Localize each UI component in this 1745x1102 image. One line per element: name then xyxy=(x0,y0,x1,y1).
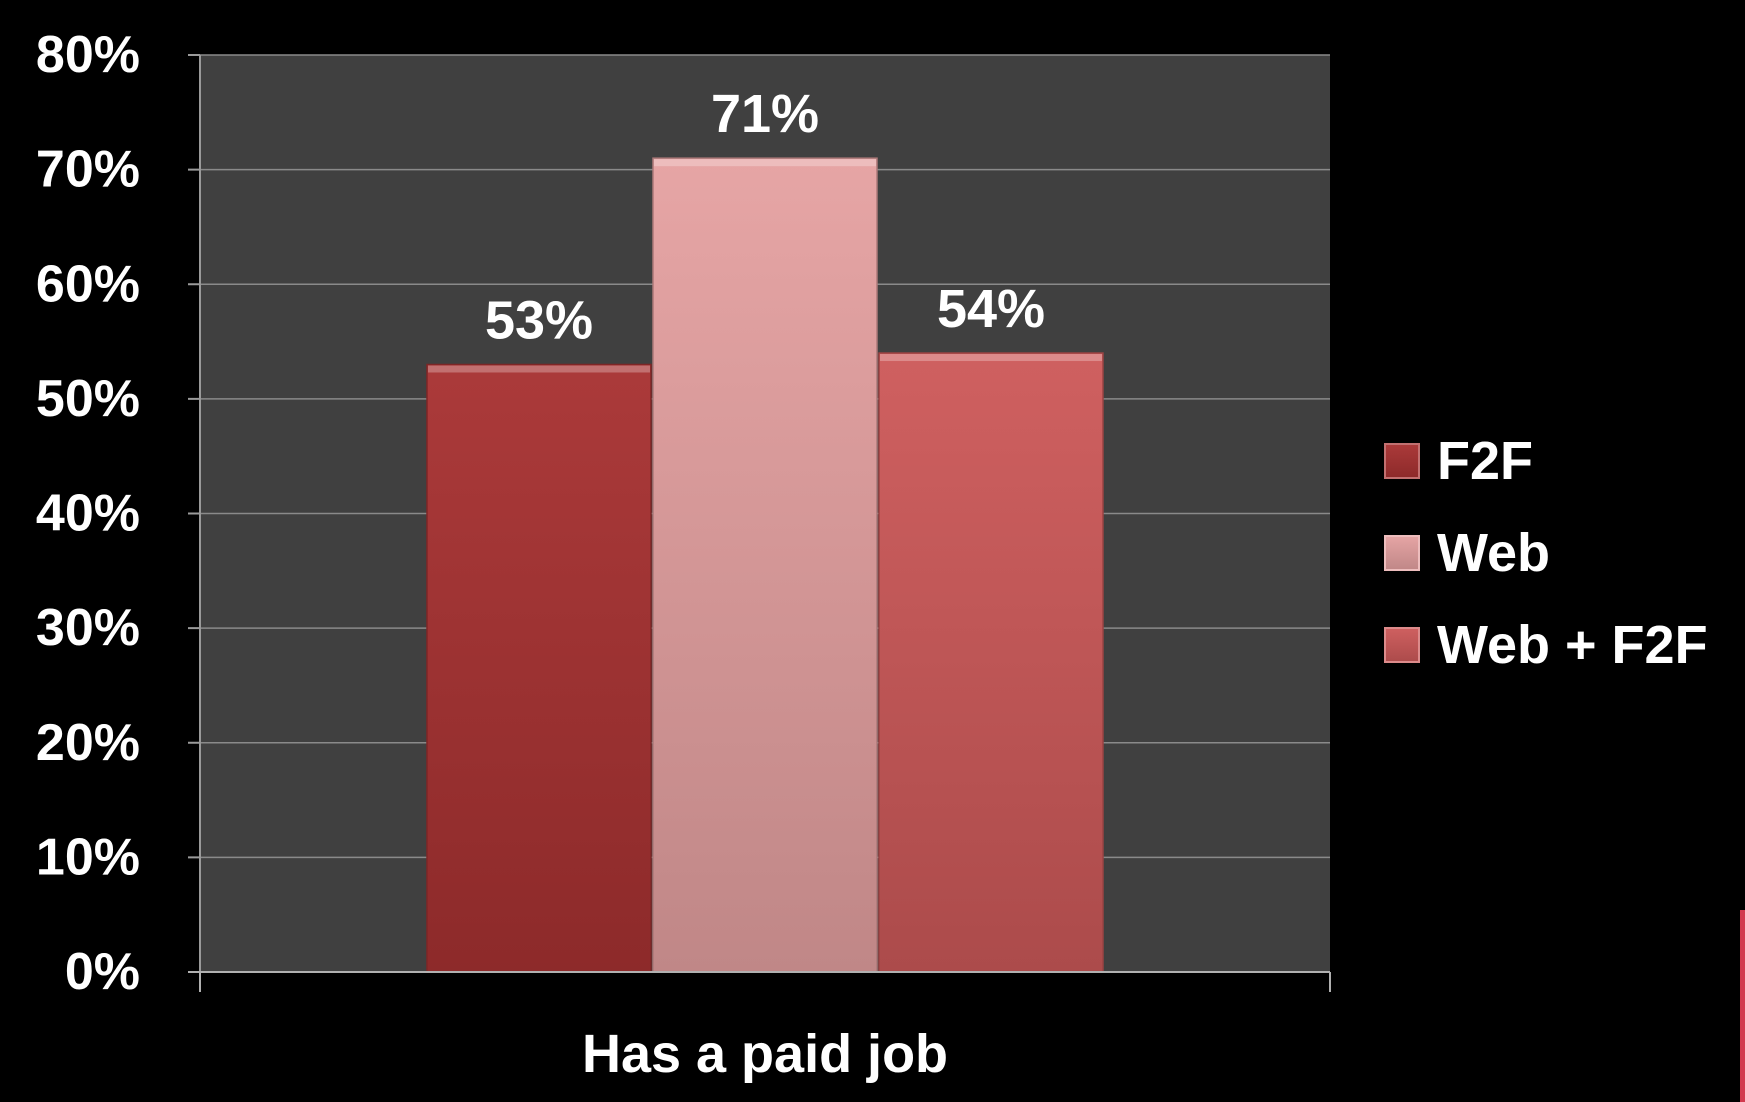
y-tick-label: 80% xyxy=(36,26,140,84)
y-tick-label: 0% xyxy=(65,943,140,1001)
legend-swatch xyxy=(1384,627,1420,663)
y-tick-label: 50% xyxy=(36,370,140,428)
bar-bevel-highlight xyxy=(428,365,650,373)
legend-swatch xyxy=(1384,535,1420,571)
data-label: 71% xyxy=(711,84,819,144)
y-tick-label: 40% xyxy=(36,485,140,543)
y-tick-label: 10% xyxy=(36,828,140,886)
axes xyxy=(188,54,1331,992)
legend-swatch xyxy=(1384,443,1420,479)
data-label: 54% xyxy=(937,279,1045,339)
slide-edge-accent xyxy=(1740,910,1745,1102)
legend-label: Web xyxy=(1437,523,1550,583)
x-category-label: Has a paid job xyxy=(582,1024,948,1084)
bar-bevel-highlight xyxy=(654,159,876,167)
bar-bevel-highlight xyxy=(880,354,1102,362)
legend-label: Web + F2F xyxy=(1437,615,1708,675)
legend-label: F2F xyxy=(1437,431,1533,491)
bars xyxy=(426,157,1104,973)
y-tick-label: 70% xyxy=(36,141,140,199)
bar-f2f xyxy=(426,363,652,973)
bar-web xyxy=(652,157,878,973)
y-tick-label: 30% xyxy=(36,599,140,657)
data-label: 53% xyxy=(485,290,593,350)
bar-web-f2f xyxy=(878,352,1104,973)
legend: F2F Web Web + F2F xyxy=(1384,431,1708,675)
y-tick-label: 60% xyxy=(36,255,140,313)
y-tick-label: 20% xyxy=(36,714,140,772)
labels: 0% 10% 20% 30% 40% 50% 60% 70% 80% 53% 71% 54% Has a… xyxy=(36,26,1045,1084)
